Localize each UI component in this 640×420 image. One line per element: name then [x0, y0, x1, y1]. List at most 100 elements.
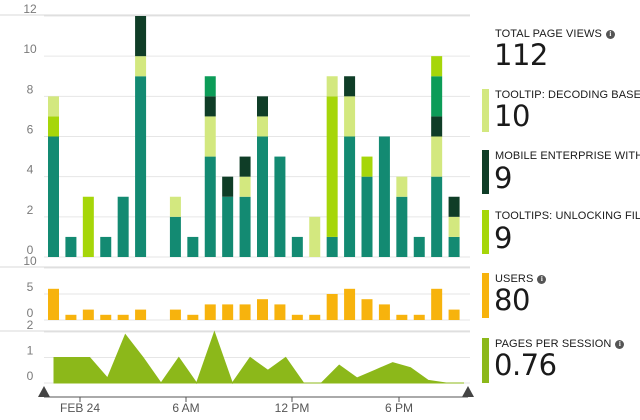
info-icon[interactable]: i [605, 30, 615, 39]
bar-segment[interactable] [413, 236, 425, 257]
bar-segment[interactable] [169, 216, 181, 257]
users-bar[interactable] [309, 314, 321, 320]
bar-segment[interactable] [48, 136, 59, 258]
bar-segment[interactable] [344, 76, 356, 97]
metric-tooltip-decoding[interactable]: TOOLTIP: DECODING BASE6 10 [482, 89, 640, 132]
bar-segment[interactable] [344, 96, 356, 137]
bar-segment[interactable] [448, 216, 460, 237]
users-bar[interactable] [344, 288, 356, 320]
bar-segment[interactable] [431, 176, 443, 257]
bar-segment[interactable] [135, 16, 147, 57]
left-range-handle-icon[interactable] [38, 386, 50, 397]
right-range-handle-icon[interactable] [462, 386, 474, 397]
users-bar[interactable] [222, 304, 234, 320]
users-chart: 0 5 10 [0, 254, 470, 321]
bar-segment[interactable] [291, 236, 303, 257]
bar-segment[interactable] [396, 196, 408, 257]
metric-value: 10 [494, 99, 530, 132]
bar-segment[interactable] [65, 236, 77, 257]
bar-segment[interactable] [222, 176, 234, 197]
x-tick-label: 6 AM [172, 401, 199, 415]
metric-total-page-views[interactable]: TOTAL PAGE VIEWS i 112 [482, 28, 640, 70]
bar-segment[interactable] [344, 136, 356, 258]
bar-segment[interactable] [431, 136, 443, 177]
users-bar[interactable] [413, 314, 425, 320]
bar-segment[interactable] [222, 196, 234, 257]
y-tick-label: 4 [27, 163, 34, 177]
bar-segment[interactable] [257, 116, 268, 137]
bar-segment[interactable] [204, 116, 216, 157]
users-bar[interactable] [204, 304, 216, 320]
bar-segment[interactable] [187, 236, 199, 257]
bar-segment[interactable] [361, 156, 373, 177]
bar-segment[interactable] [448, 196, 460, 217]
metric-label: TOOLTIPS: UNLOCKING FILE [495, 210, 640, 222]
users-bar[interactable] [239, 304, 251, 320]
metric-users[interactable]: USERS i 80 [482, 273, 640, 318]
metric-value: 80 [494, 283, 530, 317]
users-bar[interactable] [448, 309, 460, 320]
x-tick-label: FEB 24 [60, 401, 100, 415]
users-bar[interactable] [117, 314, 129, 320]
bar-segment[interactable] [117, 196, 129, 257]
bar-segment[interactable] [257, 136, 268, 258]
metric-tooltips-unlocking[interactable]: TOOLTIPS: UNLOCKING FILE 9 [482, 210, 640, 254]
users-bar[interactable] [82, 309, 94, 320]
bar-segment[interactable] [239, 196, 251, 257]
bar-segment[interactable] [274, 156, 286, 257]
bar-segment[interactable] [326, 96, 338, 237]
bar-segment[interactable] [100, 236, 112, 257]
bar-segment[interactable] [204, 76, 216, 97]
metric-pages-per-session[interactable]: PAGES PER SESSION i 0.76 [482, 338, 640, 383]
y-tick-label: 6 [27, 123, 34, 137]
bar-segment[interactable] [239, 156, 251, 177]
bar-segment[interactable] [396, 176, 408, 197]
bar-segment[interactable] [169, 196, 181, 217]
users-bar[interactable] [135, 309, 147, 320]
users-bar[interactable] [65, 314, 77, 320]
info-icon[interactable]: i [615, 340, 625, 349]
users-bar[interactable] [48, 288, 59, 320]
metric-label: USERS i [495, 273, 640, 286]
metric-mobile-enterprise[interactable]: MOBILE ENTERPRISE WITH I 9 [482, 150, 640, 194]
bar-segment[interactable] [135, 76, 147, 257]
users-bar[interactable] [169, 309, 181, 320]
users-bar[interactable] [396, 314, 408, 320]
bar-segment[interactable] [326, 76, 338, 97]
bar-segment[interactable] [257, 96, 268, 117]
pages-per-session-area[interactable] [53, 330, 464, 385]
users-bar[interactable] [274, 304, 286, 320]
bar-segment[interactable] [431, 116, 443, 137]
info-icon[interactable]: i [537, 275, 547, 284]
users-bar[interactable] [378, 304, 390, 320]
bar-segment[interactable] [431, 76, 443, 117]
bar-segment[interactable] [326, 236, 338, 257]
y-tick-label: 2 [27, 318, 34, 332]
bar-segment[interactable] [82, 196, 94, 257]
bar-segment[interactable] [48, 96, 59, 117]
users-bar[interactable] [187, 314, 199, 320]
users-bar[interactable] [291, 314, 303, 320]
bar-segment[interactable] [135, 56, 147, 77]
users-bar[interactable] [361, 299, 373, 320]
metric-color-bar [482, 150, 489, 194]
metric-label: TOTAL PAGE VIEWS i [495, 28, 640, 41]
users-bar[interactable] [431, 288, 443, 320]
metric-value: 9 [494, 161, 512, 194]
users-bar[interactable] [326, 294, 338, 320]
users-bar[interactable] [257, 299, 268, 320]
bar-segment[interactable] [378, 136, 390, 258]
x-tick-label: 12 PM [275, 401, 310, 415]
bar-segment[interactable] [204, 96, 216, 117]
bar-segment[interactable] [204, 156, 216, 257]
users-bar[interactable] [100, 314, 112, 320]
bar-segment[interactable] [239, 176, 251, 197]
metric-label: TOOLTIP: DECODING BASE6 [495, 89, 640, 101]
bar-segment[interactable] [48, 116, 59, 137]
bar-segment[interactable] [448, 236, 460, 257]
bar-segment[interactable] [361, 176, 373, 257]
bar-segment[interactable] [309, 216, 321, 257]
bar-segment[interactable] [431, 56, 443, 77]
metric-color-bar [482, 210, 489, 254]
